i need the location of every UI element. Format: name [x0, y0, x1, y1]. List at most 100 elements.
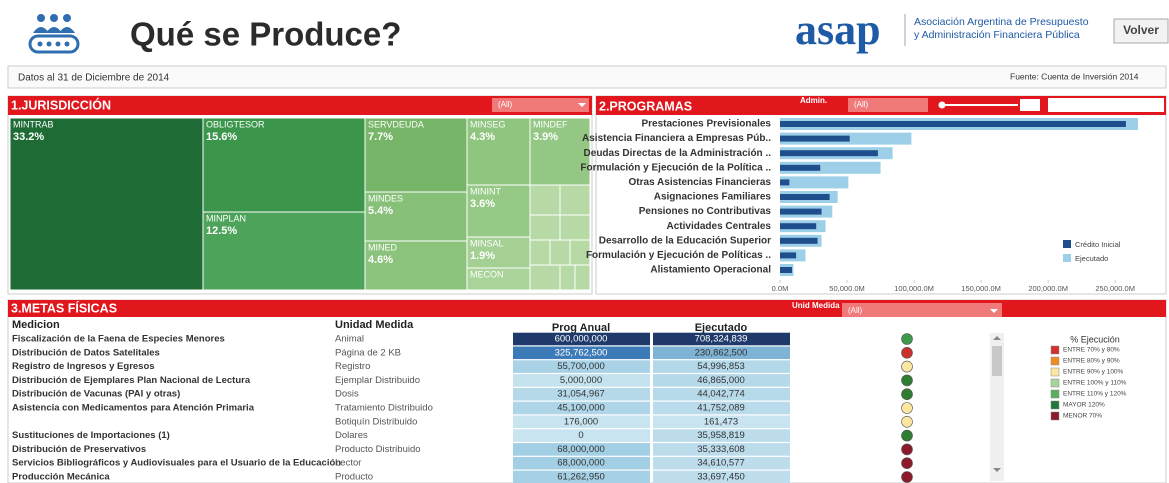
cell-text: Tratamiento Distribuido: [335, 403, 433, 414]
cell-text: 35,958,819: [697, 430, 745, 441]
cell-text: Dosis: [335, 389, 359, 400]
bar: [780, 223, 817, 230]
cell-value: 4.3%: [470, 131, 495, 143]
back-button[interactable]: [1113, 18, 1169, 44]
cell-value: 7.7%: [368, 131, 393, 143]
filter-value[interactable]: (All): [848, 306, 863, 315]
column-header: Unidad Medida: [335, 319, 414, 331]
status-dot: [901, 388, 913, 401]
back-button-label[interactable]: Volver: [1123, 23, 1159, 37]
row-label: Registro de Ingresos y Egresos: [12, 361, 155, 372]
category-label: Asignaciones Familiares: [654, 192, 772, 203]
filter-dropdown[interactable]: [848, 98, 928, 112]
cell-value: 15.6%: [206, 131, 237, 143]
filter-dropdown[interactable]: [492, 98, 589, 112]
legend-label: ENTRE 110% y 120%: [1063, 391, 1127, 398]
cell-bg: [653, 470, 790, 483]
legend-swatch: [1050, 367, 1060, 377]
status-dot: [901, 471, 913, 483]
cell-name: MINSAL: [470, 238, 504, 248]
row-label: Distribución de Preservativos: [12, 444, 146, 455]
column-header: Medicion: [12, 319, 60, 331]
date: Datos al 31 de Diciembre de 2014: [18, 73, 170, 84]
cell-bg: [513, 429, 650, 442]
bar: [780, 267, 793, 273]
status-dot: [901, 333, 913, 345]
cell-bg: [513, 401, 650, 415]
treemap-cell-small: [549, 239, 571, 266]
cell-name: SERVDEUDA: [368, 119, 424, 129]
status-dot: [901, 346, 913, 359]
search-box[interactable]: [1048, 98, 1164, 112]
cell-text: 5,000,000: [560, 375, 602, 386]
cell-bg: [513, 456, 650, 470]
treemap-cell: [202, 211, 366, 291]
x-tick-label: 0.0M: [772, 284, 789, 293]
cell-value: 5.4%: [368, 205, 393, 217]
cell-bg: [513, 374, 650, 387]
filter-dropdown[interactable]: [842, 303, 1002, 317]
cell-bg: [653, 401, 790, 415]
cell-name: MINTRAB: [13, 119, 54, 129]
bar: [780, 135, 850, 142]
cell-bg: [513, 415, 650, 429]
legend-label: ENTRE 100% y 110%: [1063, 380, 1127, 387]
cell-text: Producto: [335, 472, 373, 483]
cell-text: 230,862,500: [695, 347, 748, 358]
treemap-cell-small: [529, 239, 551, 266]
legend-swatch: [1050, 345, 1060, 355]
org-name: Asociación Argentina de Presupuesto: [914, 16, 1089, 28]
filter-value[interactable]: (All): [498, 100, 513, 109]
bar: [780, 121, 1126, 127]
cell-text: 68,000,000: [557, 444, 605, 455]
category-label: Otras Asistencias Financieras: [629, 177, 772, 188]
status-dot: [901, 374, 913, 387]
cell-name: OBLIGTESOR: [206, 119, 265, 129]
bar: [780, 252, 797, 259]
treemap-cell: [466, 117, 531, 186]
status-dot: [901, 429, 913, 442]
cell-bg: [653, 346, 790, 360]
cell-text: 34,610,577: [697, 458, 745, 469]
category-label: Alistamiento Operacional: [650, 265, 771, 276]
legend-label: ENTRE 70% y 80%: [1063, 347, 1120, 354]
legend-swatch: [1063, 254, 1071, 262]
cell-bg: [653, 443, 790, 456]
treemap-cell-small: [529, 214, 561, 241]
cell-text: Ejemplar Distribuido: [335, 375, 420, 386]
org-name: y Administración Financiera Pública: [914, 29, 1080, 41]
cell-text: 41,752,089: [697, 403, 745, 414]
cell-bg: [513, 387, 650, 401]
source: Fuente: Cuenta de Inversión 2014: [1010, 71, 1139, 81]
scrollbar-thumb[interactable]: [992, 346, 1002, 376]
treemap-cell: [466, 184, 531, 238]
slider-handle[interactable]: [938, 101, 946, 109]
cell-name: MINPLAN: [206, 213, 246, 223]
logo: asap: [795, 5, 881, 54]
cell-name: MINSEG: [470, 119, 506, 129]
panel-header: [8, 96, 592, 115]
bar: [780, 164, 821, 171]
dropdown-arrow: [578, 103, 586, 107]
cell-bg: [653, 429, 790, 442]
cell-value: 12.5%: [206, 225, 237, 237]
row-label: Sustituciones de Importaciones (1): [12, 430, 170, 441]
filter-value[interactable]: (All): [854, 100, 869, 109]
filter-label: Unid Medida: [792, 301, 840, 310]
legend-swatch: [1063, 240, 1071, 248]
cell-text: 325,762,500: [555, 347, 608, 358]
bar: [780, 150, 878, 157]
filter-label: Admin.: [800, 96, 827, 105]
cell-text: 55,700,000: [557, 361, 605, 372]
treemap-cell-small: [559, 184, 591, 216]
treemap-cell-small: [529, 264, 561, 291]
cell-text: 68,000,000: [557, 458, 605, 469]
status-dot: [901, 457, 913, 470]
cell-value: 3.9%: [533, 131, 558, 143]
bar: [780, 237, 818, 244]
cell-text: Registro: [335, 361, 370, 372]
cell-value: 3.6%: [470, 198, 495, 210]
bar: [780, 194, 830, 200]
slider-buttons[interactable]: [1020, 99, 1040, 111]
